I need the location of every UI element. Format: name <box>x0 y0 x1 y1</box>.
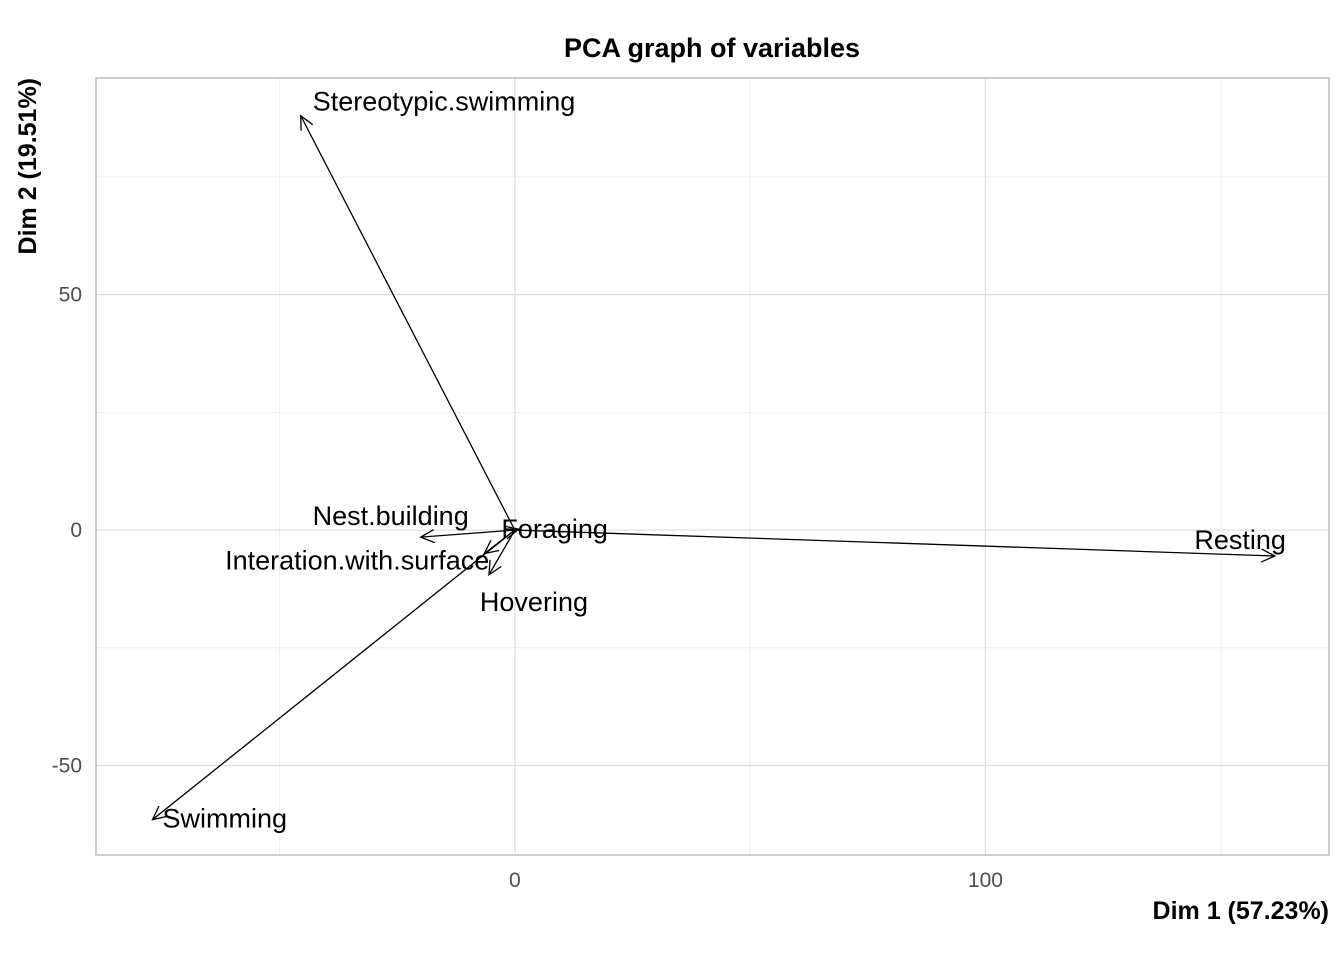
arrow-shaft-stereotypic-swimming <box>300 115 516 531</box>
label-hovering: Hovering <box>480 587 588 617</box>
label-interation-with-surface: Interation.with.surface <box>225 546 489 576</box>
arrow-head-swimming <box>151 805 168 821</box>
y-axis-title: Dim 2 (19.51%) <box>14 78 42 254</box>
arrow-swimming <box>151 529 516 821</box>
x-axis-title: Dim 1 (57.23%) <box>1153 897 1329 925</box>
grid <box>96 78 1329 855</box>
arrow-stereotypic-swimming <box>300 114 516 531</box>
y-tick-label: 0 <box>70 519 82 542</box>
arrow-resting <box>514 529 1277 563</box>
label-stereotypic-swimming: Stereotypic.swimming <box>313 87 576 117</box>
arrow-head-resting <box>1260 548 1277 563</box>
chart-title: PCA graph of variables <box>564 33 860 63</box>
label-swimming: Swimming <box>162 804 287 834</box>
x-tick-label: 100 <box>968 869 1003 892</box>
variable-arrows <box>151 114 1277 821</box>
axis-ticks: 0 100 -50 0 50 <box>52 284 1003 892</box>
arrow-shaft-hovering <box>488 529 516 576</box>
arrow-shaft-nest-building <box>420 529 515 538</box>
label-resting: Resting <box>1194 525 1286 555</box>
variable-labels: Stereotypic.swimming Nest.building Foragin… <box>162 87 1285 834</box>
arrow-shaft-swimming <box>152 529 516 821</box>
arrow-head-nest-building <box>419 529 435 544</box>
label-nest-building: Nest.building <box>313 501 469 531</box>
arrow-head-interation-with-surface <box>483 539 500 555</box>
arrow-head-hovering <box>488 559 502 577</box>
y-tick-label: 50 <box>59 284 82 307</box>
arrow-hovering <box>488 529 516 577</box>
plot-panel <box>95 77 1330 856</box>
arrow-shaft-resting <box>514 529 1275 557</box>
y-tick-label: -50 <box>52 755 82 778</box>
x-tick-label: 0 <box>509 869 521 892</box>
label-foraging: Foraging <box>501 514 608 544</box>
arrow-head-foraging <box>503 525 521 540</box>
arrow-head-stereotypic-swimming <box>300 114 314 131</box>
arrow-nest-building <box>419 529 515 544</box>
